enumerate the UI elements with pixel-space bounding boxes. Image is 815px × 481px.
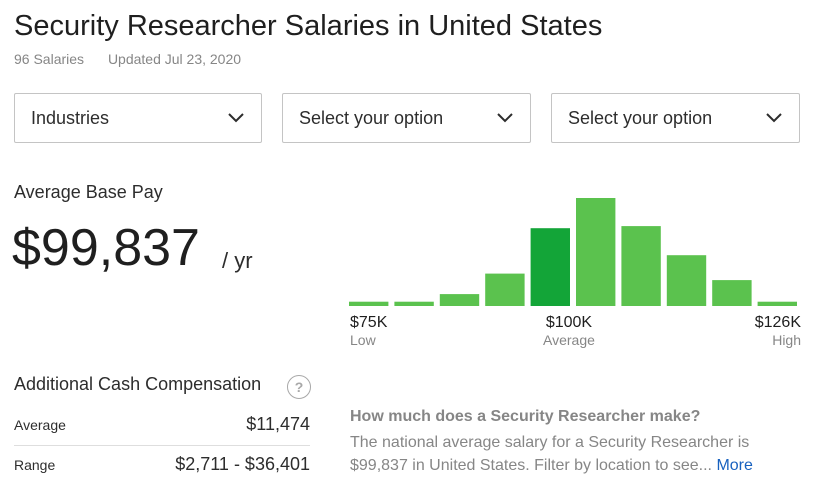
histogram-bar [757,301,797,306]
cash-range-row: Range $2,711 - $36,401 [14,454,310,475]
salary-meta: 96 Salaries Updated Jul 23, 2020 [14,51,241,67]
histogram-bar [439,294,480,306]
row-value: $11,474 [246,414,310,434]
histogram-bar [712,280,752,306]
axis-low-value: $75K [350,314,388,331]
histogram-bar [485,273,525,306]
updated-date: Updated Jul 23, 2020 [107,51,242,67]
axis-average-value: $100K [545,314,593,331]
axis-label-low: $75K Low [350,314,387,348]
histogram-bar [349,301,389,306]
dropdown-label: Industries [31,107,110,128]
dropdown-label: Select your option [568,107,713,128]
chevron-down-icon [496,109,514,127]
histogram-bar [666,255,707,306]
chevron-down-icon [765,109,783,127]
industries-dropdown[interactable]: Industries [14,93,262,143]
axis-label-high: $126K High [755,314,801,348]
axis-label-average: $100K Average [543,314,595,348]
row-label: Average [14,417,66,433]
histogram-bar [530,228,570,306]
average-base-pay-value: $99,837 [12,219,200,277]
more-link[interactable]: More [716,457,753,474]
option-dropdown-2[interactable]: Select your option [551,93,800,143]
faq-answer: The national average salary for a Securi… [350,431,790,477]
page-title: Security Researcher Salaries in United S… [14,10,603,42]
axis-high-value: $126K [754,314,801,331]
pay-unit: / yr [222,248,253,273]
faq-answer-text: The national average salary for a Securi… [350,434,750,474]
average-base-pay-label: Average Base Pay [14,182,163,202]
faq-question: How much does a Security Researcher make… [350,408,701,425]
question-circle-icon[interactable]: ? [287,375,311,399]
axis-low-caption: Low [350,332,376,348]
row-label: Range [14,457,56,473]
histogram-bar [576,198,616,306]
row-value: $2,711 - $36,401 [175,454,310,474]
additional-cash-title: Additional Cash Compensation [14,374,262,394]
chevron-down-icon [227,109,245,127]
divider [14,445,310,446]
salary-histogram [349,198,797,306]
cash-average-row: Average $11,474 [14,414,310,435]
axis-high-caption: High [772,332,801,348]
histogram-bar [394,301,434,306]
option-dropdown-1[interactable]: Select your option [282,93,531,143]
axis-average-caption: Average [543,332,595,348]
dropdown-label: Select your option [299,107,444,128]
salaries-count: 96 Salaries [14,51,85,67]
histogram-bar [621,226,661,306]
